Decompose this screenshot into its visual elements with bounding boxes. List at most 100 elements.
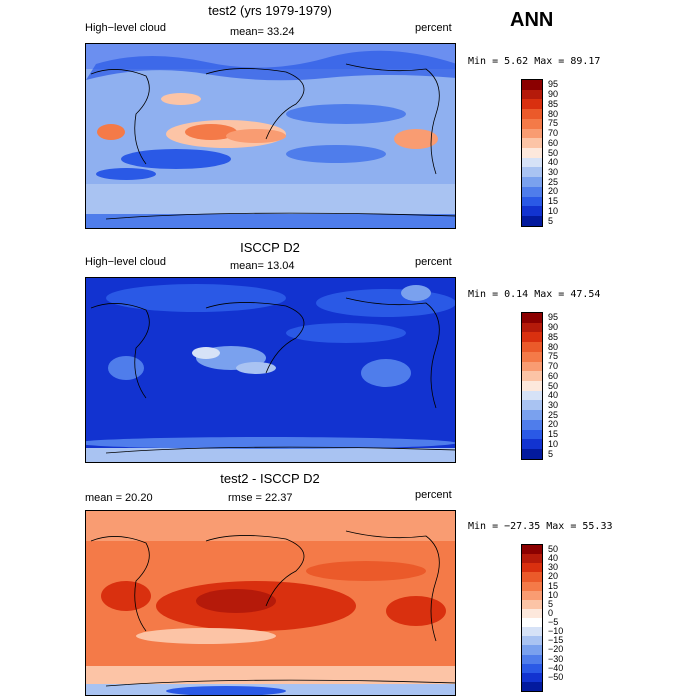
panel2-colorbar [521,312,543,460]
colorbar-swatch [522,410,542,420]
panel3-rmse-label: rmse = 22.37 [228,492,293,504]
colorbar-tick-label: −5 [548,617,559,628]
colorbar-tick-label: 15 [548,429,559,440]
panel2-map [85,277,456,463]
colorbar-swatch [522,157,542,168]
colorbar-tick-label: 75 [548,351,559,362]
colorbar-tick-label: 25 [548,409,559,420]
colorbar-tick-label: 90 [548,89,559,100]
colorbar-swatch [522,627,542,637]
panel2-minmax: Min = 0.14 Max = 47.54 [468,289,601,300]
colorbar-swatch [522,636,542,646]
colorbar-swatch [522,663,542,673]
colorbar-tick-label: 70 [548,128,559,139]
colorbar-tick-label: −20 [548,644,564,655]
colorbar-tick-label: 20 [548,571,559,582]
colorbar-tick-label: 40 [548,553,559,564]
colorbar-tick-label: 30 [548,166,559,177]
colorbar-swatch [522,439,542,450]
colorbar-swatch [522,608,542,618]
colorbar-swatch [522,167,542,178]
panel3-map-svg [86,511,455,695]
colorbar-swatch [522,322,542,333]
panel2-mean-label: mean= 13.04 [230,260,295,272]
colorbar-tick-label: 95 [548,79,559,90]
colorbar-swatch [522,581,542,591]
colorbar-tick-label: 40 [548,157,559,168]
season-label: ANN [510,9,554,31]
colorbar-swatch [522,599,542,609]
colorbar-swatch [522,381,542,391]
colorbar-tick-label: 5 [548,598,554,609]
panel2-map-svg [86,278,455,462]
colorbar-swatch [522,138,542,149]
colorbar-tick-label: 95 [548,312,559,323]
panel2-colorbar-swatches [522,313,542,459]
panel1-colorbar-swatches [522,80,542,226]
colorbar-swatch [522,645,542,655]
colorbar-swatch [522,313,542,323]
colorbar-tick-label: 25 [548,176,559,187]
colorbar-tick-label: 15 [548,580,559,591]
colorbar-tick-label: 15 [548,196,559,207]
colorbar-tick-label: 60 [548,370,559,381]
colorbar-tick-label: −50 [548,671,564,682]
colorbar-tick-label: 50 [548,380,559,391]
panel1-title: test2 (yrs 1979-1979) [208,3,332,18]
colorbar-swatch [522,449,542,459]
colorbar-swatch [522,554,542,564]
colorbar-tick-label: 30 [548,399,559,410]
panel3-minmax: Min = −27.35 Max = 55.33 [468,521,613,532]
colorbar-swatch [522,177,542,187]
panel2-units-label: percent [415,256,452,268]
colorbar-swatch [522,672,542,682]
colorbar-swatch [522,89,542,100]
colorbar-swatch [522,654,542,664]
colorbar-swatch [522,545,542,555]
colorbar-tick-label: 80 [548,341,559,352]
panel1-colorbar [521,79,543,227]
colorbar-swatch [522,419,542,430]
colorbar-tick-label: 5 [548,215,554,226]
colorbar-swatch [522,572,542,582]
colorbar-swatch [522,118,542,129]
colorbar-swatch [522,216,542,226]
colorbar-swatch [522,400,542,411]
colorbar-tick-label: 50 [548,544,559,555]
panel1-map [85,43,456,229]
colorbar-swatch [522,80,542,90]
colorbar-swatch [522,128,542,139]
colorbar-swatch [522,681,542,691]
colorbar-swatch [522,618,542,628]
colorbar-tick-label: 30 [548,562,559,573]
colorbar-swatch [522,361,542,372]
colorbar-tick-label: −10 [548,626,564,637]
colorbar-swatch [522,390,542,401]
colorbar-tick-label: 70 [548,361,559,372]
panel3-colorbar-swatches [522,545,542,691]
panel2-variable-label: High−level cloud [85,256,167,268]
panel1-variable-label: High−level cloud [85,22,167,34]
panel2-title: ISCCP D2 [240,240,300,255]
colorbar-swatch [522,590,542,600]
colorbar-tick-label: 80 [548,108,559,119]
panel1-map-svg [86,44,455,228]
colorbar-tick-label: −15 [548,635,564,646]
colorbar-tick-label: 10 [548,438,559,449]
colorbar-tick-label: 85 [548,98,559,109]
panel3-title: test2 - ISCCP D2 [220,471,320,486]
colorbar-tick-label: 10 [548,589,559,600]
colorbar-swatch [522,429,542,440]
panel1-mean-label: mean= 33.24 [230,26,295,38]
panel3-units-label: percent [415,489,452,501]
colorbar-tick-label: −30 [548,653,564,664]
colorbar-swatch [522,196,542,207]
colorbar-tick-label: 85 [548,331,559,342]
colorbar-tick-label: 5 [548,448,554,459]
colorbar-tick-label: 90 [548,322,559,333]
colorbar-tick-label: 60 [548,137,559,148]
colorbar-swatch [522,563,542,573]
colorbar-swatch [522,332,542,343]
colorbar-tick-label: 10 [548,205,559,216]
colorbar-tick-label: 20 [548,419,559,430]
